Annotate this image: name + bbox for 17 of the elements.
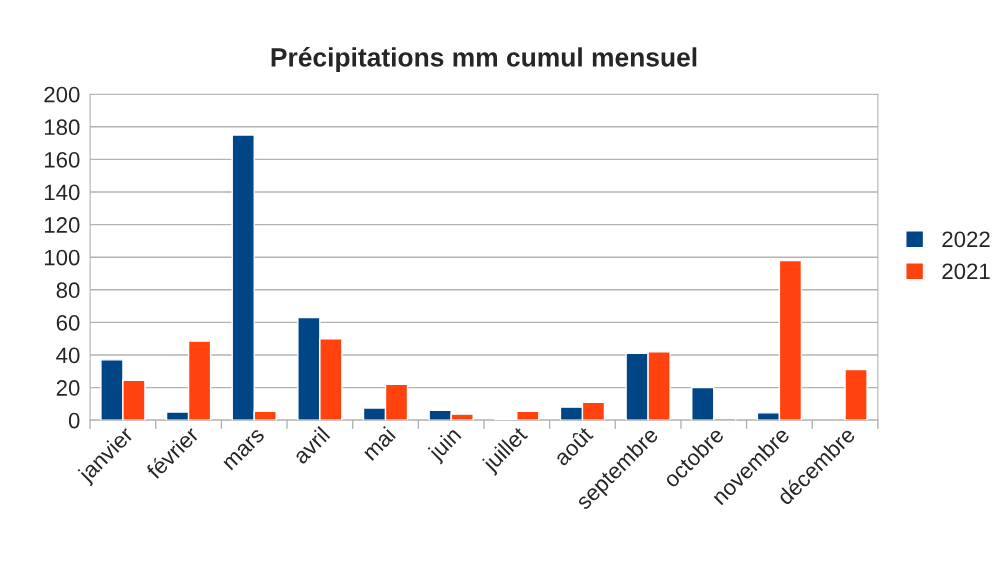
y-tick-label: 120 [44, 217, 80, 233]
y-tick-label: 180 [44, 119, 80, 136]
chart-title: Précipitations mm cumul mensuel [271, 47, 697, 72]
y-tick-label: 20 [56, 380, 80, 396]
x-tick-label: mai [361, 426, 396, 461]
legend-label: 2022 [942, 231, 990, 248]
y-tick-label: 200 [44, 86, 80, 103]
y-tick-label: 80 [56, 282, 80, 299]
y-tick-label: 100 [44, 249, 80, 266]
bar [844, 368, 868, 421]
y-tick-label: 60 [56, 314, 80, 331]
legend-label: 2021 [942, 263, 990, 280]
y-tick-label: 160 [44, 151, 80, 168]
y-tick-label: 0 [68, 412, 80, 429]
y-tick-label: 40 [56, 347, 80, 364]
x-tick-label: juin [426, 426, 465, 465]
y-tick-label: 140 [44, 184, 80, 201]
